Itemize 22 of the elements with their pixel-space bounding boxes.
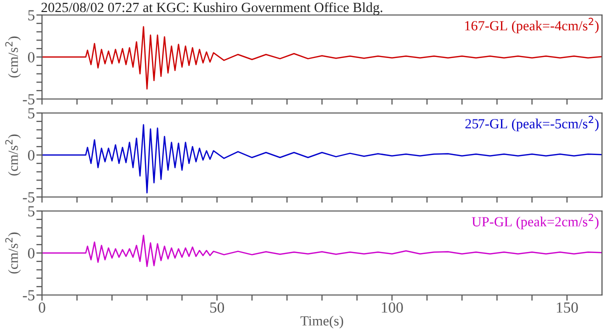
y-axis-title: (cm/s$^{2}$) (5, 134, 21, 176)
y-tick-label: 5 (28, 10, 34, 20)
line-series (42, 234, 602, 268)
y-tick-label: 0 (28, 248, 34, 258)
y-tick-label: 0 (28, 52, 34, 62)
y-tick-label: -5 (22, 290, 34, 300)
series-label: UP-GL (peak=2cm/s$^{2}$) (472, 214, 599, 230)
y-tick-label: 5 (28, 108, 34, 118)
x-axis-title: Time(s) (300, 316, 344, 328)
series-label: 257-GL (peak=-5cm/s$^{2}$) (465, 116, 599, 132)
y-tick-label: 5 (28, 206, 34, 216)
x-tick-label: 150 (556, 302, 578, 313)
chart-title: 2025/08/02 07:27 at KGC: Kushiro Government Office Bldg. (41, 2, 382, 15)
y-tick-label: -5 (22, 192, 34, 202)
y-tick-label: -5 (22, 94, 34, 104)
y-tick-label: 0 (28, 150, 34, 160)
y-axis-title: (cm/s$^{2}$) (5, 36, 21, 78)
series-label: 167-GL (peak=-4cm/s$^{2}$) (465, 18, 599, 34)
x-tick-label: 0 (38, 302, 46, 313)
x-tick-label: 50 (210, 302, 224, 313)
x-tick-label: 100 (382, 302, 403, 313)
y-axis-title: (cm/s$^{2}$) (5, 232, 21, 274)
